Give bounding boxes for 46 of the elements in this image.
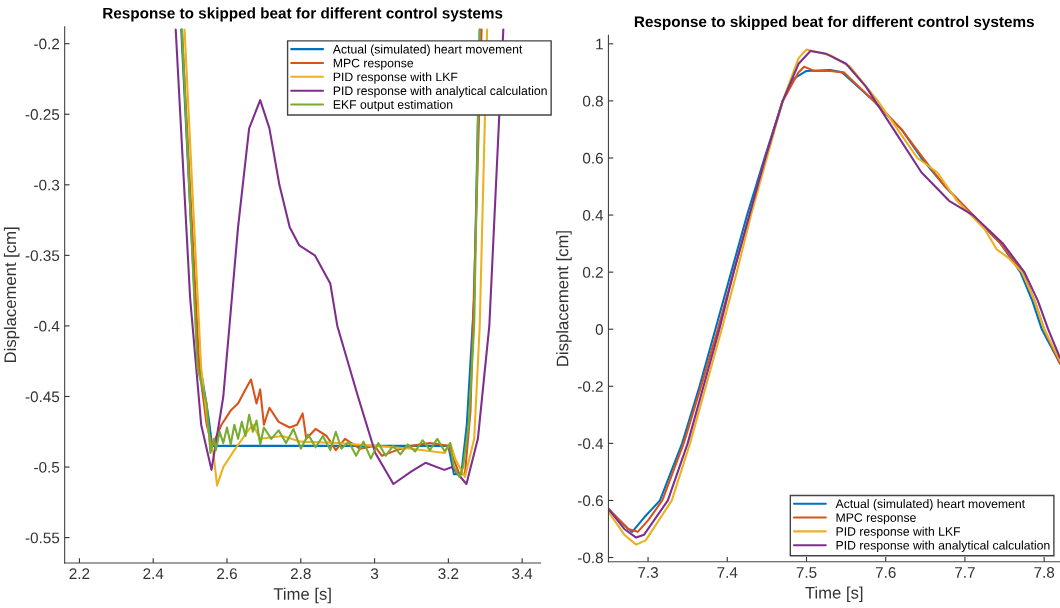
legend-label: Actual (simulated) heart movement — [835, 499, 1025, 511]
y-tick-label: -0.45 — [25, 391, 60, 403]
x-tick-label: 3.2 — [438, 568, 459, 580]
y-tick-label: -0.5 — [34, 461, 60, 473]
y-axis-title: Displacement [cm] — [3, 227, 20, 363]
x-tick-label: 3.4 — [512, 568, 533, 580]
y-tick-label: -0.8 — [577, 552, 603, 564]
y-tick-label: -0.55 — [25, 532, 60, 544]
x-axis-title: Time [s] — [273, 587, 331, 604]
legend-label: PID response with analytical calculation — [333, 86, 547, 98]
y-tick-label: -0.4 — [577, 438, 604, 450]
x-tick-label: 3 — [370, 568, 379, 580]
y-tick-label: -0.35 — [25, 250, 60, 262]
y-tick-label: 0.4 — [582, 209, 604, 221]
y-tick-label: 0 — [595, 324, 603, 335]
y-tick-label: -0.4 — [34, 320, 60, 332]
legend-label: EKF output estimation — [333, 99, 453, 112]
y-tick-label: 0.2 — [582, 267, 603, 278]
y-tick-label: -0.3 — [34, 179, 60, 191]
y-tick-label: -0.2 — [577, 381, 603, 392]
chart-title: Response to skipped beat for different control systems — [103, 7, 503, 22]
x-tick-label: 2.4 — [143, 568, 164, 579]
y-tick-label: -0.25 — [25, 109, 60, 120]
x-tick-label: 7.4 — [717, 567, 738, 578]
legend-label: PID response with LKF — [333, 72, 458, 84]
y-tick-label: -0.6 — [577, 495, 603, 507]
y-tick-label: 0.6 — [582, 152, 603, 164]
x-tick-label: 7.7 — [955, 567, 975, 578]
x-tick-label: 7.6 — [875, 567, 896, 578]
y-tick-label: 1 — [596, 38, 603, 50]
x-tick-label: 2.8 — [290, 568, 311, 580]
y-tick-label: -0.2 — [34, 38, 60, 50]
legend-label: MPC response — [333, 58, 414, 70]
y-tick-label: 0.8 — [582, 95, 603, 107]
y-axis-title: Displacement [cm] — [556, 231, 572, 366]
legend-label: PID response with LKF — [836, 526, 961, 539]
legend-label: Actual (simulated) heart movement — [332, 44, 523, 56]
x-tick-label: 7.8 — [1034, 567, 1055, 578]
x-tick-label: 2.6 — [217, 568, 237, 580]
chart-title: Response to skipped beat for different control systems — [634, 15, 1034, 31]
legend-label: PID response with analytical calculation — [836, 540, 1050, 553]
x-tick-label: 7.5 — [796, 567, 817, 578]
x-axis-title: Time [s] — [805, 586, 863, 602]
legend-label: MPC response — [836, 513, 916, 525]
x-tick-label: 2.2 — [69, 568, 90, 579]
x-tick-label: 7.3 — [638, 567, 658, 578]
